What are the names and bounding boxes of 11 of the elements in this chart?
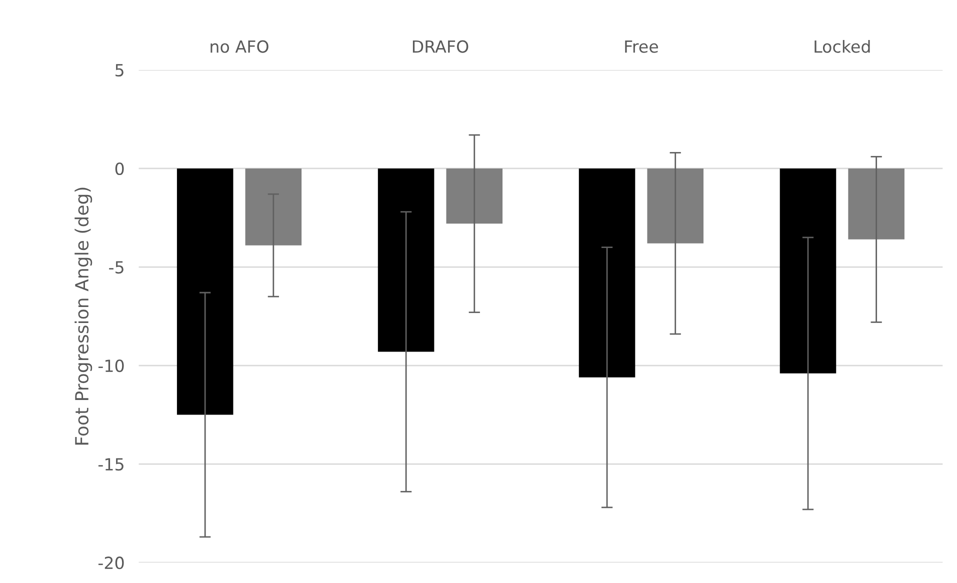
y-tick-label: -15 bbox=[98, 458, 124, 471]
y-tick-label: -10 bbox=[98, 360, 124, 372]
y-tick-label: -20 bbox=[98, 556, 124, 570]
x-tick-label: DRAFO bbox=[412, 40, 468, 53]
y-tick-label: 0 bbox=[115, 162, 124, 176]
y-axis-title: Foot Progression Angle (deg) bbox=[74, 188, 92, 445]
x-tick-label: no AFO bbox=[210, 40, 268, 53]
x-tick-label: Locked bbox=[814, 40, 870, 53]
y-tick-label: -5 bbox=[109, 261, 124, 274]
y-tick-label: 5 bbox=[116, 64, 124, 77]
x-tick-label: Free bbox=[625, 40, 658, 53]
